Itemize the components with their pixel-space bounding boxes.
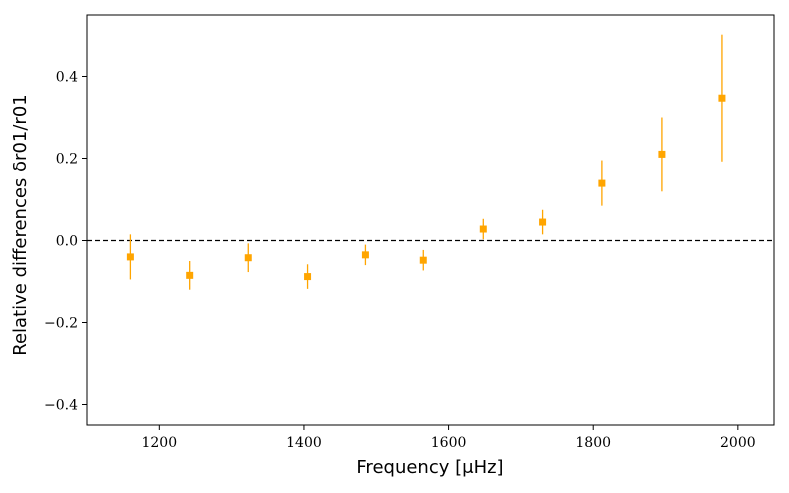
- x-tick-label: 2000: [720, 435, 756, 451]
- data-point: [718, 94, 726, 102]
- data-points: [126, 34, 726, 290]
- y-tick-label: −0.2: [44, 316, 78, 332]
- x-tick-label: 1200: [141, 435, 177, 451]
- data-point: [479, 225, 487, 233]
- y-tick-label: 0.2: [56, 152, 78, 168]
- x-axis-label: Frequency [μHz]: [356, 457, 503, 478]
- y-axis-ticks: −0.4 −0.2 0.0 0.2 0.4: [44, 70, 87, 414]
- data-point: [244, 254, 252, 262]
- y-tick-label: 0.0: [56, 234, 78, 250]
- plot-frame: [86, 14, 775, 426]
- data-point: [419, 256, 427, 264]
- data-point: [539, 218, 547, 226]
- data-point: [658, 150, 666, 158]
- data-point: [598, 179, 606, 187]
- data-point: [304, 273, 312, 281]
- data-point: [361, 251, 369, 259]
- x-axis-ticks: 1200 1400 1600 1800 2000: [141, 425, 756, 451]
- x-tick-label: 1600: [431, 435, 467, 451]
- y-tick-label: 0.4: [56, 70, 78, 86]
- data-point: [186, 271, 194, 279]
- x-tick-label: 1400: [286, 435, 322, 451]
- y-axis-label: Relative differences δr01/r01: [10, 94, 31, 355]
- y-tick-label: −0.4: [44, 398, 78, 414]
- data-point: [126, 253, 134, 261]
- x-tick-label: 1800: [575, 435, 611, 451]
